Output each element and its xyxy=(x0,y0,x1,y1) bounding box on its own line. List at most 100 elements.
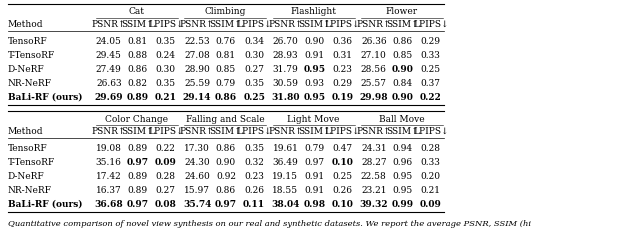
Text: 0.29: 0.29 xyxy=(332,78,353,88)
Text: PSNR↑: PSNR↑ xyxy=(268,126,303,136)
Text: 0.35: 0.35 xyxy=(244,78,264,88)
Text: 0.26: 0.26 xyxy=(244,186,264,194)
Text: LPIPS↓: LPIPS↓ xyxy=(148,126,184,136)
Text: 28.56: 28.56 xyxy=(361,65,387,73)
Text: 0.96: 0.96 xyxy=(392,157,413,167)
Text: 0.24: 0.24 xyxy=(156,50,176,60)
Text: LPIPS↓: LPIPS↓ xyxy=(324,19,360,29)
Text: 0.09: 0.09 xyxy=(420,199,442,209)
Text: 0.93: 0.93 xyxy=(304,78,324,88)
Text: 24.05: 24.05 xyxy=(96,36,122,46)
Text: 0.98: 0.98 xyxy=(303,199,325,209)
Text: PSNR↑: PSNR↑ xyxy=(92,19,126,29)
Text: 0.21: 0.21 xyxy=(155,92,177,102)
Text: BaLi-RF (ours): BaLi-RF (ours) xyxy=(8,199,82,209)
Text: SSIM↑: SSIM↑ xyxy=(122,126,154,136)
Text: 27.08: 27.08 xyxy=(184,50,210,60)
Text: 0.86: 0.86 xyxy=(392,36,413,46)
Text: 0.10: 0.10 xyxy=(332,199,353,209)
Text: TensoRF: TensoRF xyxy=(8,36,47,46)
Text: LPIPS↓: LPIPS↓ xyxy=(413,19,449,29)
Text: 0.22: 0.22 xyxy=(156,144,176,152)
Text: 0.90: 0.90 xyxy=(304,36,324,46)
Text: 15.97: 15.97 xyxy=(184,186,210,194)
Text: 0.23: 0.23 xyxy=(244,172,264,180)
Text: 0.30: 0.30 xyxy=(156,65,176,73)
Text: 0.95: 0.95 xyxy=(392,186,413,194)
Text: 0.33: 0.33 xyxy=(420,50,441,60)
Text: 0.08: 0.08 xyxy=(155,199,177,209)
Text: Color Change: Color Change xyxy=(106,114,168,124)
Text: 0.11: 0.11 xyxy=(243,199,265,209)
Text: 0.89: 0.89 xyxy=(127,172,148,180)
Text: 0.47: 0.47 xyxy=(332,144,353,152)
Text: BaLi-RF (ours): BaLi-RF (ours) xyxy=(8,92,82,102)
Text: 28.27: 28.27 xyxy=(361,157,387,167)
Text: LPIPS↓: LPIPS↓ xyxy=(148,19,184,29)
Text: 24.31: 24.31 xyxy=(361,144,387,152)
Text: SSIM↑: SSIM↑ xyxy=(122,19,154,29)
Text: 0.89: 0.89 xyxy=(127,186,148,194)
Text: 0.94: 0.94 xyxy=(392,144,413,152)
Text: 0.27: 0.27 xyxy=(156,186,176,194)
Text: 0.37: 0.37 xyxy=(420,78,441,88)
Text: 25.59: 25.59 xyxy=(184,78,210,88)
Text: 0.90: 0.90 xyxy=(392,92,413,102)
Text: 28.93: 28.93 xyxy=(273,50,298,60)
Text: SSIM↑: SSIM↑ xyxy=(387,19,419,29)
Text: T-TensoRF: T-TensoRF xyxy=(8,50,55,60)
Text: 19.61: 19.61 xyxy=(273,144,298,152)
Text: 0.86: 0.86 xyxy=(215,92,237,102)
Text: SSIM↑: SSIM↑ xyxy=(387,126,419,136)
Text: 0.28: 0.28 xyxy=(156,172,176,180)
Text: PSNR↑: PSNR↑ xyxy=(356,19,391,29)
Text: 0.81: 0.81 xyxy=(216,50,236,60)
Text: 0.82: 0.82 xyxy=(127,78,148,88)
Text: 0.85: 0.85 xyxy=(216,65,236,73)
Text: 0.10: 0.10 xyxy=(332,157,353,167)
Text: 0.89: 0.89 xyxy=(127,144,148,152)
Text: 0.29: 0.29 xyxy=(420,36,441,46)
Text: 0.35: 0.35 xyxy=(244,144,264,152)
Text: 29.14: 29.14 xyxy=(183,92,211,102)
Text: 35.74: 35.74 xyxy=(183,199,211,209)
Text: 0.33: 0.33 xyxy=(420,157,441,167)
Text: 0.09: 0.09 xyxy=(155,157,177,167)
Text: Ball Move: Ball Move xyxy=(379,114,425,124)
Text: 0.97: 0.97 xyxy=(304,157,324,167)
Text: 39.32: 39.32 xyxy=(360,199,388,209)
Text: D-NeRF: D-NeRF xyxy=(8,172,44,180)
Text: 22.58: 22.58 xyxy=(361,172,387,180)
Text: 0.97: 0.97 xyxy=(215,199,237,209)
Text: 0.84: 0.84 xyxy=(392,78,413,88)
Text: 0.86: 0.86 xyxy=(127,65,148,73)
Text: 26.70: 26.70 xyxy=(273,36,298,46)
Text: 0.95: 0.95 xyxy=(392,172,413,180)
Text: 0.23: 0.23 xyxy=(332,65,353,73)
Text: 0.26: 0.26 xyxy=(332,186,353,194)
Text: 0.22: 0.22 xyxy=(420,92,442,102)
Text: SSIM↑: SSIM↑ xyxy=(298,126,330,136)
Text: Flower: Flower xyxy=(386,7,418,17)
Text: 23.21: 23.21 xyxy=(361,186,387,194)
Text: 38.04: 38.04 xyxy=(271,199,300,209)
Text: 0.28: 0.28 xyxy=(420,144,441,152)
Text: SSIM↑: SSIM↑ xyxy=(210,19,242,29)
Text: 0.21: 0.21 xyxy=(420,186,441,194)
Text: PSNR↑: PSNR↑ xyxy=(92,126,126,136)
Text: NR-NeRF: NR-NeRF xyxy=(8,186,52,194)
Text: TensoRF: TensoRF xyxy=(8,144,47,152)
Text: 0.20: 0.20 xyxy=(420,172,441,180)
Text: 19.08: 19.08 xyxy=(96,144,122,152)
Text: 0.91: 0.91 xyxy=(304,50,324,60)
Text: LPIPS↓: LPIPS↓ xyxy=(324,126,360,136)
Text: 0.92: 0.92 xyxy=(216,172,236,180)
Text: 25.57: 25.57 xyxy=(361,78,387,88)
Text: 0.99: 0.99 xyxy=(392,199,413,209)
Text: 16.37: 16.37 xyxy=(96,186,122,194)
Text: 36.49: 36.49 xyxy=(273,157,298,167)
Text: 31.80: 31.80 xyxy=(271,92,300,102)
Text: NR-NeRF: NR-NeRF xyxy=(8,78,52,88)
Text: 0.97: 0.97 xyxy=(127,157,148,167)
Text: 0.85: 0.85 xyxy=(392,50,413,60)
